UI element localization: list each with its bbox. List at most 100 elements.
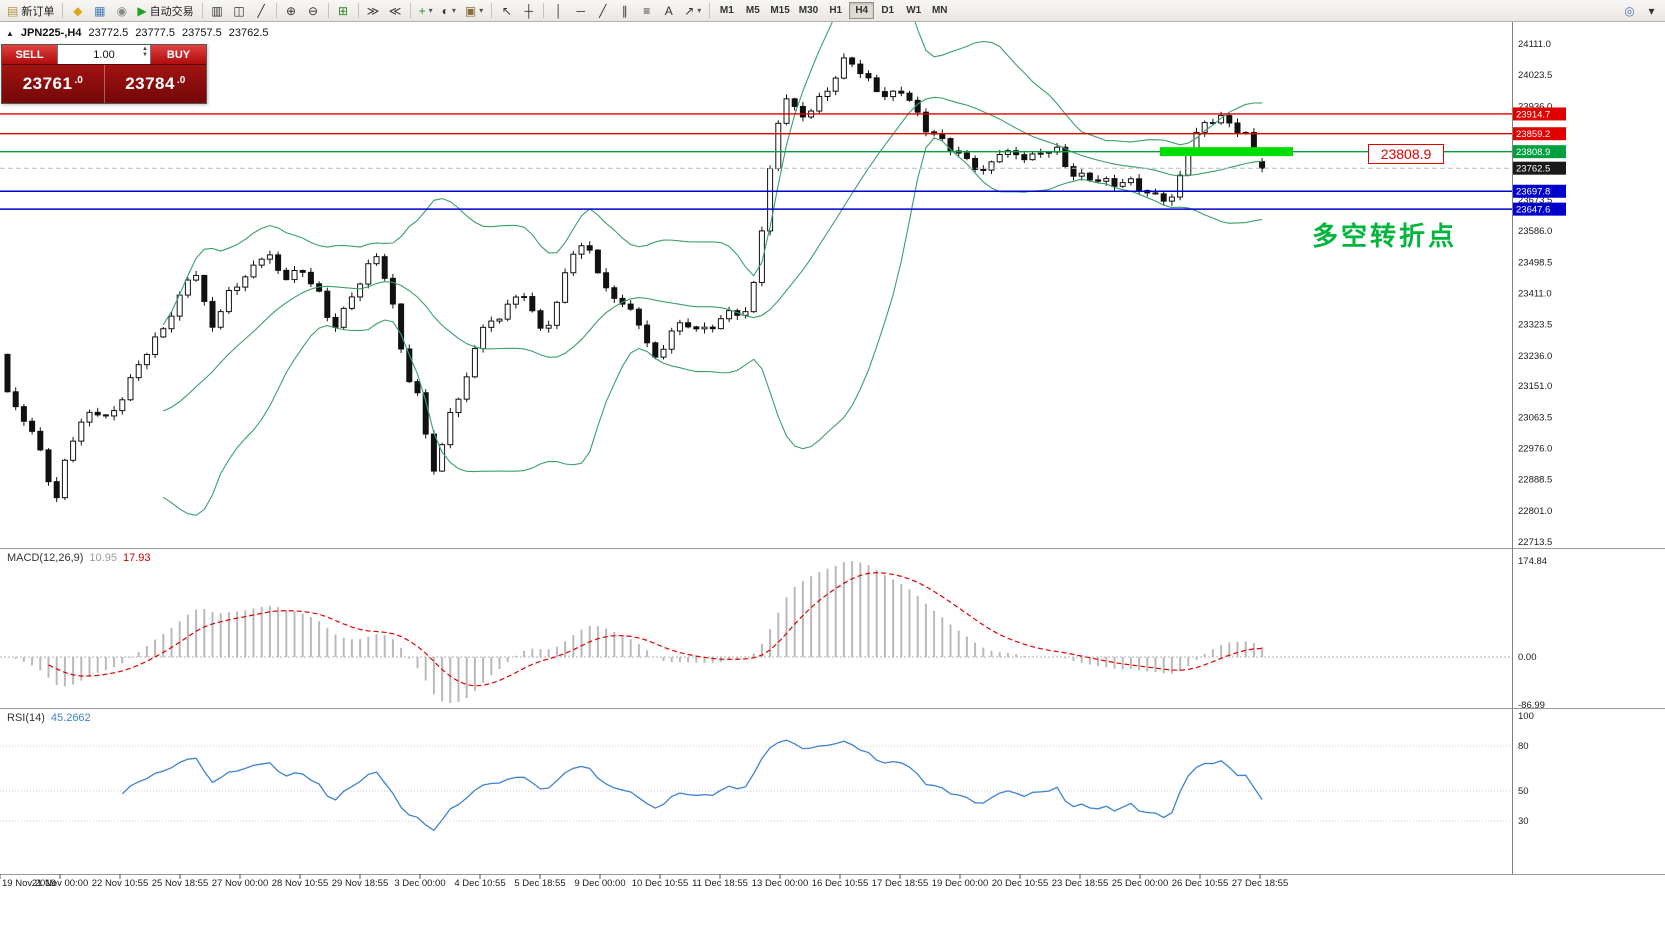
price-tag: 23697.8 [1513,184,1566,198]
equidistant-channel-icon[interactable]: ∥ [614,2,635,20]
price-callout[interactable]: 23808.9 [1368,144,1444,164]
toolbar-separator [327,3,329,18]
templates-icon: ▣ [464,3,477,18]
panel-toggle-icon[interactable]: ▾ [1641,2,1662,20]
indicators-icon[interactable]: + ▾ [415,2,437,20]
fibonacci-icon[interactable]: ≡ [636,2,657,20]
new-order-button[interactable]: ▤ 新订单 [3,2,58,20]
sell-price-main: 23761 [22,74,73,93]
rsi-level-lines [0,745,1512,822]
svg-text:16 Dec 10:55: 16 Dec 10:55 [812,878,869,889]
volume-input[interactable]: 1.00 ▲ ▼ [57,45,151,64]
timeframe-h1-button[interactable]: H1 [829,5,843,16]
volume-down-icon[interactable]: ▼ [142,52,148,58]
highlight-zone[interactable] [1160,147,1293,157]
macd-axis: 174.84 0.00 -86.99 [1518,556,1547,711]
bar-chart-icon: ▥ [211,3,223,18]
sell-button[interactable]: SELL [2,45,57,64]
toolbar-separator [491,3,493,18]
price-tag: 23859.2 [1513,127,1566,141]
buy-price[interactable]: 23784 .0 [103,65,207,103]
macd-header: MACD(12,26,9) 10.95 17.93 [7,552,150,564]
templates-icon[interactable]: ▣ ▾ [461,2,487,20]
new-order-button-label: 新订单 [21,5,55,18]
charts-folder-icon: ◆ [73,3,83,18]
tile-windows-icon[interactable]: ⊞ [333,2,354,20]
candlestick-chart-icon[interactable]: ◫ [229,2,250,20]
charts-folder-icon[interactable]: ◆ [67,2,88,20]
help-icon[interactable]: ◎ [1619,2,1640,20]
price-tag: 23647.6 [1513,202,1566,216]
profile-icon: ▦ [94,3,106,18]
bar-chart-icon[interactable]: ▥ [207,2,228,20]
svg-text:23 Dec 18:55: 23 Dec 18:55 [1052,878,1109,889]
sell-price[interactable]: 23761 .0 [2,65,104,103]
periods-icon[interactable]: ◐ ▾ [438,2,460,20]
fibonacci-icon: ≡ [643,3,651,18]
macd-value-main: 10.95 [89,552,117,564]
svg-text:22 Nov 10:55: 22 Nov 10:55 [92,878,149,889]
timeframe-mn-button[interactable]: MN [931,5,948,16]
auto-trading-button[interactable]: ▶ 自动交易 [133,2,197,20]
auto-trading-icon: ▶ [137,3,147,18]
svg-text:3 Dec 00:00: 3 Dec 00:00 [394,878,445,889]
timeframe-m1-button[interactable]: M1 [719,5,734,16]
chart-shift-icon[interactable]: ≪ [385,2,406,20]
macd-value-signal: 17.93 [122,552,151,564]
volume-spinner[interactable]: ▲ ▼ [142,46,148,58]
collapse-chart-icon[interactable]: ▲ [6,28,14,38]
svg-text:30: 30 [1518,816,1529,827]
svg-text:4 Dec 10:55: 4 Dec 10:55 [454,878,505,889]
svg-text:22888.5: 22888.5 [1518,475,1552,486]
symbol-ohlc-bar: ▲ JPN225-,H4 23772.5 23777.5 23757.5 237… [6,27,269,39]
community-icon: ◉ [116,3,128,18]
panel-toggle-icon: ▾ [1648,3,1655,18]
buy-button[interactable]: BUY [151,45,206,64]
indicators-icon: + [418,3,426,18]
svg-text:23936.0: 23936.0 [1518,101,1552,112]
svg-text:20 Dec 10:55: 20 Dec 10:55 [992,878,1049,889]
svg-text:26 Dec 10:55: 26 Dec 10:55 [1172,878,1229,889]
toolbar-separator [201,3,203,18]
timeframe-m30-button[interactable]: M30 [798,5,819,16]
vertical-line-icon: │ [554,3,563,18]
one-click-trading-panel: SELL 1.00 ▲ ▼ BUY 23761 .0 23784 .0 [1,44,207,104]
rsi-axis: 100 80 50 30 [1518,711,1534,827]
timeframe-d1-button[interactable]: D1 [881,5,895,16]
profile-icon[interactable]: ▦ [89,2,110,20]
vertical-line-icon[interactable]: │ [548,2,569,20]
timeframe-m15-button[interactable]: M15 [770,5,790,16]
zoom-in-icon: ⊕ [286,3,297,18]
svg-text:28 Nov 10:55: 28 Nov 10:55 [272,878,329,889]
price-axis: 24111.0 24023.5 23936.0 23673.5 23586.0 23498… [1518,39,1552,548]
crosshair-icon[interactable]: ┼ [518,2,539,20]
horizontal-line-icon[interactable]: ─ [570,2,591,20]
svg-text:50: 50 [1518,786,1529,797]
volume-up-icon[interactable]: ▲ [142,46,148,52]
trendline-icon[interactable]: ╱ [592,2,613,20]
zoom-out-icon: ⊖ [308,3,319,18]
dropdown-caret-icon: ▾ [479,6,484,15]
cursor-icon[interactable]: ↖ [496,2,517,20]
svg-text:23498.5: 23498.5 [1518,257,1552,268]
community-icon[interactable]: ◉ [111,2,132,20]
dropdown-caret-icon: ▾ [428,6,433,15]
timeframe-h4-button[interactable]: H4 [849,2,875,19]
line-chart-icon[interactable]: ╱ [251,2,272,20]
timeframe-w1-button[interactable]: W1 [906,5,922,16]
timeframe-m5-button[interactable]: M5 [745,5,760,16]
toolbar-separator [357,3,359,18]
horizontal-level-lines[interactable] [0,113,1512,210]
dropdown-caret-icon: ▾ [697,6,702,15]
svg-text:22713.5: 22713.5 [1518,537,1552,548]
zoom-out-icon[interactable]: ⊖ [303,2,324,20]
text-icon[interactable]: A [658,2,679,20]
auto-scroll-icon[interactable]: ≫ [363,2,384,20]
tile-windows-icon: ⊞ [338,3,349,18]
svg-text:0.00: 0.00 [1518,652,1537,663]
zoom-in-icon[interactable]: ⊕ [281,2,302,20]
arrows-icon[interactable]: ↗ ▾ [680,2,705,20]
candlestick-series [4,53,1266,503]
